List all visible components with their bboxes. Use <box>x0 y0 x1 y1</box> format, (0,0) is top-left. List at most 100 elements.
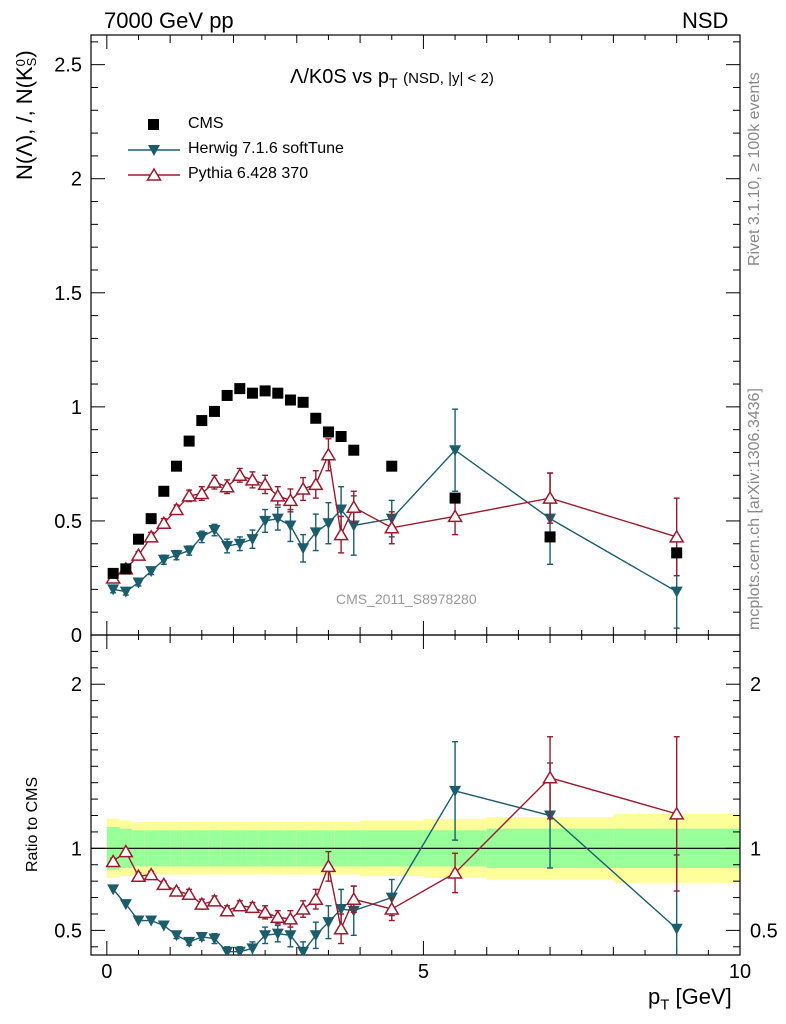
main-point-cms <box>196 415 208 427</box>
ratio-point-pythia <box>668 806 685 820</box>
main-point-pythia <box>219 479 235 493</box>
main-point-herwig <box>449 445 462 457</box>
ratio-y-tick-label: 0.5 <box>54 920 82 942</box>
main-point-herwig <box>157 554 170 566</box>
ratio-point-herwig <box>145 915 158 927</box>
main-point-cms <box>335 431 347 443</box>
main-point-herwig <box>170 550 183 562</box>
main-point-cms <box>158 485 170 497</box>
main-point-herwig <box>145 566 158 578</box>
ratio-point-herwig <box>233 946 246 955</box>
ratio-point-herwig <box>183 936 196 948</box>
ratio-y-tick-label-right: 0.5 <box>750 920 778 942</box>
main-point-cms <box>120 563 132 575</box>
main-point-pythia <box>206 474 223 488</box>
ratio-point-pythia <box>257 904 273 919</box>
ratio-point-herwig <box>107 884 120 896</box>
ratio-y-tick-label-right: 1 <box>750 838 761 860</box>
legend-label-cms: CMS <box>188 115 224 132</box>
ratio-point-herwig <box>157 920 170 932</box>
main-plot-frame <box>90 34 741 636</box>
main-point-cms <box>259 385 271 397</box>
main-point-pythia <box>130 547 147 561</box>
ratio-point-herwig <box>132 915 145 927</box>
ratio-point-herwig <box>221 946 234 955</box>
y-tick-label: 1 <box>71 397 82 419</box>
ratio-point-pythia <box>345 891 362 905</box>
x-label-p: p <box>648 984 661 1009</box>
ratio-point-herwig <box>284 930 297 942</box>
plot-title-sub: T <box>388 75 398 91</box>
ratio-point-pythia <box>282 911 299 925</box>
main-point-cms <box>310 412 322 424</box>
ratio-point-pythia <box>244 899 261 914</box>
main-point-pythia <box>668 529 685 543</box>
ratio-y-tick-label-right: 2 <box>750 674 761 696</box>
y-tick-label: 2.5 <box>54 55 82 77</box>
main-point-pythia <box>542 490 558 504</box>
ratio-point-pythia <box>231 898 248 912</box>
y-tick-label: 2 <box>71 169 82 191</box>
ratio-y-tick-label: 1 <box>71 838 82 860</box>
main-point-cms <box>449 492 461 504</box>
ratio-y-tick-label: 2 <box>71 674 82 696</box>
ratio-point-herwig <box>449 785 462 797</box>
ratio-point-herwig <box>322 917 335 929</box>
ratio-point-pythia <box>130 868 147 882</box>
main-point-herwig <box>195 531 208 543</box>
x-label-unit: [GeV] <box>675 984 732 1009</box>
ratio-point-herwig <box>246 943 259 955</box>
main-point-pythia <box>181 488 197 502</box>
ratio-point-pythia <box>143 867 159 881</box>
ratio-point-pythia <box>307 891 324 905</box>
main-point-cms <box>132 533 144 545</box>
main-point-pythia <box>320 447 337 461</box>
main-point-pythia <box>447 508 463 523</box>
main-point-herwig <box>335 504 348 516</box>
ratio-point-herwig <box>309 930 322 942</box>
main-point-cms <box>671 547 683 559</box>
main-point-cms <box>284 394 296 406</box>
plot-title: Λ/K0S vs pT (NSD, |y| < 2) <box>290 66 494 91</box>
main-point-cms <box>221 389 233 401</box>
y-tick-label: 1.5 <box>54 283 82 305</box>
ratio-point-herwig <box>119 899 132 911</box>
main-point-herwig <box>670 586 683 598</box>
main-point-herwig <box>284 520 297 532</box>
main-point-pythia <box>282 492 299 507</box>
x-label-sub: T <box>660 996 670 1014</box>
main-point-herwig <box>322 518 335 530</box>
x-tick-label: 5 <box>418 961 429 983</box>
ratio-point-herwig <box>170 930 183 942</box>
ratio-point-herwig <box>670 923 683 935</box>
main-point-pythia <box>231 467 248 482</box>
plot-title-main: Λ/K0S vs p <box>290 66 389 88</box>
ratio-plot-frame <box>90 634 741 956</box>
main-point-cms <box>107 567 119 579</box>
y-tick-label: 0.5 <box>54 511 82 533</box>
main-point-pythia <box>269 488 286 502</box>
legend-marker-pythia <box>128 167 180 181</box>
main-point-pythia <box>307 476 324 491</box>
header-left: 7000 GeV pp <box>104 8 234 33</box>
ratio-point-pythia <box>193 896 210 910</box>
main-point-herwig <box>221 541 234 553</box>
ratio-point-herwig <box>335 904 348 916</box>
ratio-point-pythia <box>219 903 235 917</box>
main-point-herwig <box>119 586 132 598</box>
main-point-pythia <box>244 472 261 486</box>
main-point-herwig <box>297 543 310 555</box>
main-point-pythia <box>193 486 210 500</box>
main-point-herwig <box>208 525 221 537</box>
main-point-herwig <box>259 515 272 527</box>
x-tick-label: 10 <box>729 961 751 983</box>
main-point-cms <box>246 387 258 399</box>
main-point-herwig <box>107 584 120 596</box>
ratio-point-pythia <box>295 901 311 915</box>
ratio-point-pythia <box>320 858 337 873</box>
main-series-pythia <box>105 438 685 584</box>
main-point-cms <box>183 435 195 447</box>
ratio-point-pythia <box>181 886 197 901</box>
header-right: NSD <box>682 8 729 33</box>
